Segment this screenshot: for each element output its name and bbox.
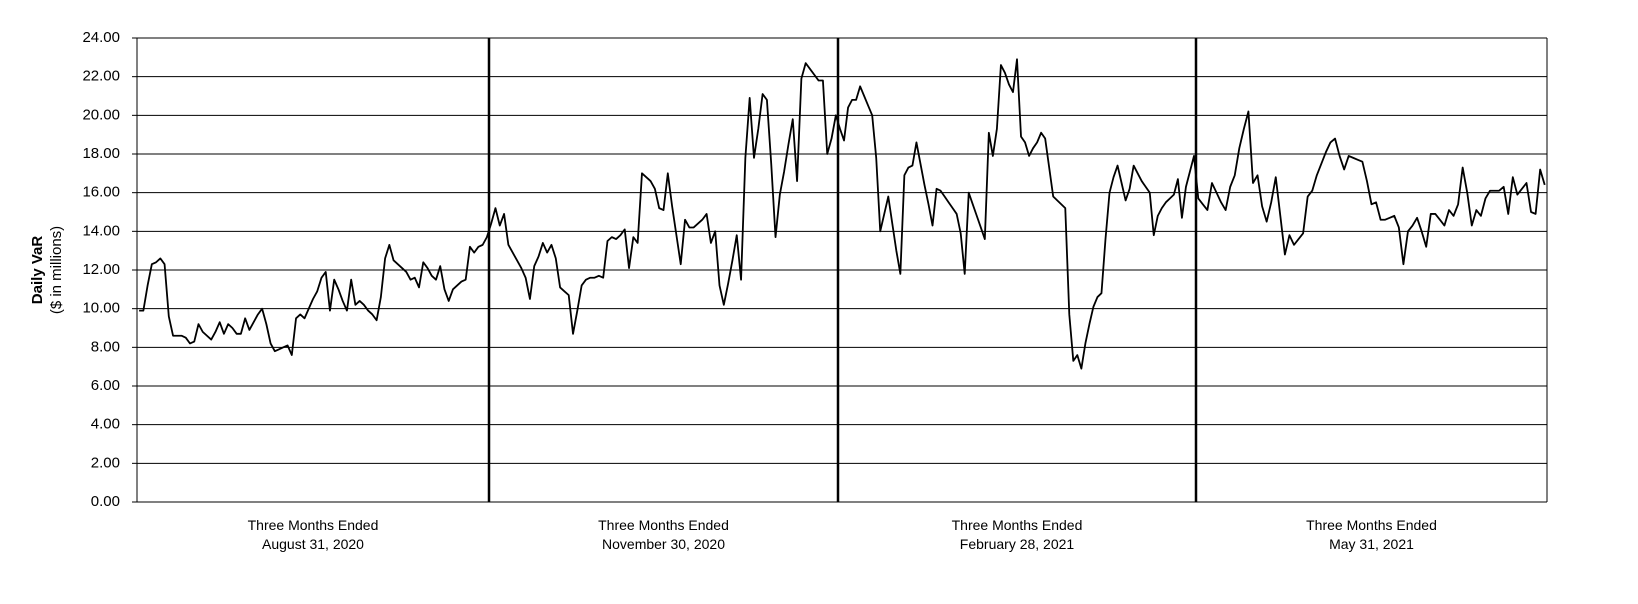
period-label: Three Months Ended	[1306, 517, 1437, 533]
y-tick-label: 4.00	[91, 416, 120, 433]
y-tick-label: 14.00	[82, 222, 120, 239]
y-tick-label: 18.00	[82, 145, 120, 162]
data-line	[139, 58, 1546, 370]
y-tick-label: 6.00	[91, 377, 120, 394]
period-label: November 30, 2020	[602, 536, 725, 552]
y-tick-label: 20.00	[82, 106, 120, 123]
period-label: Three Months Ended	[598, 517, 729, 533]
y-tick-label: 0.00	[91, 493, 120, 510]
period-label: August 31, 2020	[262, 536, 364, 552]
y-tick-label: 22.00	[82, 68, 120, 85]
period-label: May 31, 2021	[1329, 536, 1414, 552]
period-label: Three Months Ended	[248, 517, 379, 533]
y-tick-label: 16.00	[82, 184, 120, 201]
y-tick-label: 24.00	[82, 29, 120, 46]
y-axis-title-line: Daily VaR	[29, 236, 46, 305]
y-axis-title: Daily VaR ($ in millions)	[29, 226, 65, 314]
y-tick-label: 12.00	[82, 261, 120, 278]
y-tick-label: 10.00	[82, 300, 120, 317]
period-label: February 28, 2021	[960, 536, 1075, 552]
y-tick-label: 2.00	[91, 454, 120, 471]
y-axis-title-line: ($ in millions)	[48, 226, 65, 314]
y-tick-label: 8.00	[91, 338, 120, 355]
period-label: Three Months Ended	[952, 517, 1083, 533]
